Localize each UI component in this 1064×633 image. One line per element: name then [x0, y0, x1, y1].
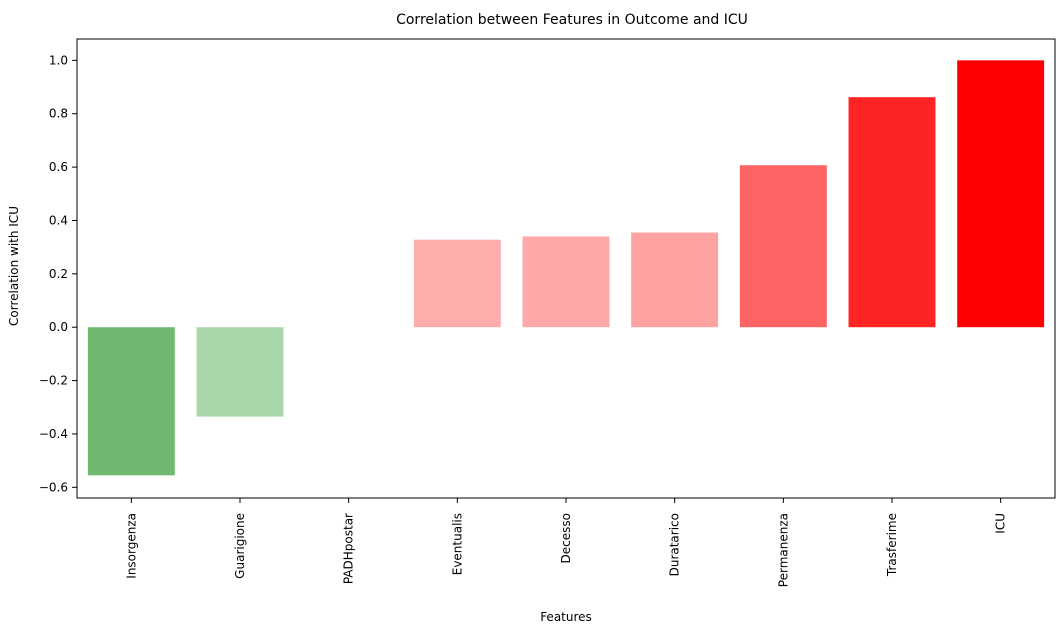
bar-icu: [957, 60, 1045, 328]
bar-guarigione: [196, 327, 284, 417]
y-axis-title: Correlation with ICU: [7, 206, 21, 326]
y-tick-label: 0.8: [49, 107, 68, 121]
x-axis-title: Features: [540, 610, 592, 624]
bar-trasferime: [848, 97, 936, 328]
x-tick-label: PADHpostar: [342, 513, 356, 584]
x-tick-label: Insorgenza: [124, 513, 138, 579]
bar-duratarico: [631, 232, 719, 328]
x-tick-label: Eventualis: [450, 513, 464, 575]
plot-area: −0.6 −0.4 −0.2 0.0 0.2 0.4 0.6 0.8 1.0 Insorgenza…: [39, 38, 1056, 587]
bar-eventualis: [413, 239, 501, 328]
x-tick-label: Permanenza: [776, 513, 790, 587]
bar-permanenza: [739, 165, 827, 328]
x-tick-label: Decesso: [559, 513, 573, 563]
y-tick-label: −0.2: [39, 374, 68, 388]
y-tick-label: −0.4: [39, 427, 68, 441]
y-tick-label: 0.0: [49, 320, 68, 334]
x-tick-label: ICU: [994, 513, 1008, 534]
y-tick-label: 0.4: [49, 213, 68, 227]
y-tick-label: 0.6: [49, 160, 68, 174]
x-tick-label: Trasferime: [885, 513, 899, 577]
y-tick-label: 1.0: [49, 53, 68, 67]
y-tick-label: −0.6: [39, 480, 68, 494]
x-tick-label: Duratarico: [668, 513, 682, 576]
bar-decesso: [522, 236, 610, 328]
chart-title: Correlation between Features in Outcome …: [396, 12, 748, 28]
x-tick-label: Guarigione: [233, 513, 247, 579]
y-tick-label: 0.2: [49, 267, 68, 281]
bar-insorgenza: [87, 327, 175, 476]
